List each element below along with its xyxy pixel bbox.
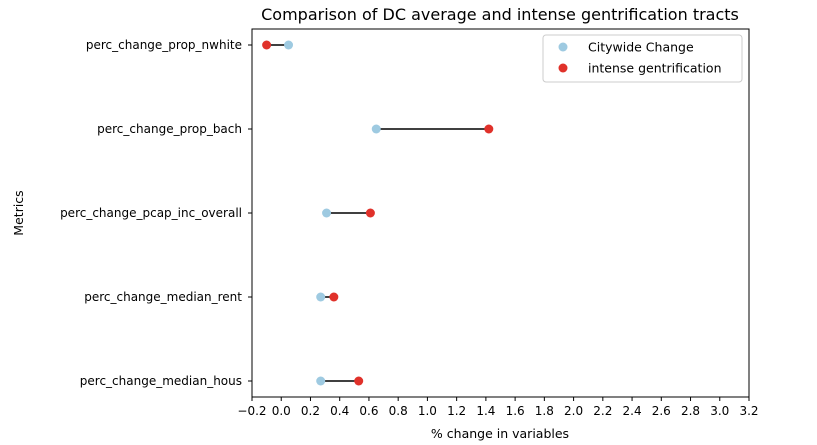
legend-marker-intense-gentrification — [558, 63, 568, 73]
intense-gentrification-point — [329, 292, 339, 302]
x-tick-label: 0.0 — [272, 404, 291, 418]
y-tick-label: perc_change_prop_nwhite — [86, 38, 242, 52]
legend-label-citywide-change: Citywide Change — [588, 40, 694, 55]
x-tick-label: −0.2 — [237, 404, 266, 418]
x-tick-label: 1.8 — [535, 404, 554, 418]
legend-label-intense-gentrification: intense gentrification — [588, 61, 722, 76]
x-tick-label: 0.2 — [301, 404, 320, 418]
x-tick-label: 1.2 — [447, 404, 466, 418]
y-tick-label: perc_change_median_hous — [80, 374, 242, 388]
x-tick-label: 2.4 — [623, 404, 642, 418]
citywide-change-point — [316, 376, 326, 386]
x-tick-label: 3.2 — [739, 404, 758, 418]
y-axis-label: Metrics — [11, 190, 26, 235]
x-tick-label: 0.6 — [359, 404, 378, 418]
y-tick-label: perc_change_prop_bach — [97, 122, 242, 136]
intense-gentrification-point — [354, 376, 364, 386]
citywide-change-point — [322, 208, 332, 218]
legend: Citywide Change intense gentrification — [542, 34, 743, 83]
x-axis: −0.2 0.0 0.2 0.4 0.6 0.8 1.0 1.2 1.4 1.6 1.8 2.0 2.2… — [237, 397, 759, 418]
x-tick-label: 2.6 — [652, 404, 671, 418]
x-tick-label: 3.0 — [710, 404, 729, 418]
plot-area — [262, 40, 494, 386]
x-tick-label: 1.0 — [418, 404, 437, 418]
citywide-change-point — [284, 40, 294, 50]
y-axis: perc_change_prop_nwhite perc_change_prop_… — [60, 38, 252, 388]
x-tick-label: 0.8 — [389, 404, 408, 418]
x-tick-label: 2.2 — [593, 404, 612, 418]
x-tick-label: 2.8 — [681, 404, 700, 418]
x-tick-label: 1.4 — [476, 404, 495, 418]
intense-gentrification-point — [365, 208, 375, 218]
y-tick-label: perc_change_median_rent — [84, 290, 242, 304]
x-tick-label: 0.4 — [330, 404, 349, 418]
legend-box — [542, 34, 743, 83]
legend-marker-citywide-change — [558, 42, 568, 52]
x-axis-label: % change in variables — [431, 426, 569, 441]
citywide-change-point — [316, 292, 326, 302]
intense-gentrification-point — [262, 40, 272, 50]
y-tick-label: perc_change_pcap_inc_overall — [60, 206, 242, 220]
citywide-change-point — [371, 124, 381, 134]
chart-title: Comparison of DC average and intense gen… — [261, 5, 739, 24]
x-tick-label: 2.0 — [564, 404, 583, 418]
x-tick-label: 1.6 — [506, 404, 525, 418]
intense-gentrification-point — [484, 124, 494, 134]
